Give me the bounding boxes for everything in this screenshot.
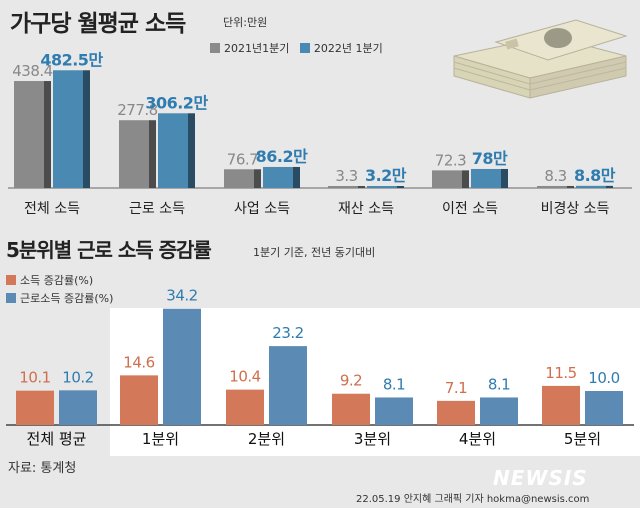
chart2-legend: 소득 증감률(%) 근로소득 증감률(%) — [6, 272, 113, 308]
bar-side-2022-1 — [188, 113, 195, 188]
quintile-label-4: 4분위 — [459, 430, 496, 448]
value-label-2022-0: 482.5만 — [40, 50, 103, 69]
legend-swatch-2022 — [299, 43, 310, 53]
growth-value-labor-2: 23.2 — [272, 324, 303, 342]
growth-bar-labor-2 — [269, 346, 307, 425]
value-label-2021-4: 72.3 — [435, 151, 466, 169]
category-label-5: 비경상 소득 — [541, 201, 610, 217]
growth-bar-income-3 — [332, 393, 370, 425]
growth-value-labor-4: 8.1 — [488, 375, 510, 393]
bar-side-2021-5 — [567, 185, 574, 188]
chart1-unit: 단위:만원 — [223, 16, 268, 29]
bar-2021-3 — [328, 186, 358, 188]
legend-label-labor: 근로소득 증감률(%) — [20, 292, 114, 305]
value-label-2022-4: 78만 — [472, 149, 508, 168]
bar-2021-4 — [432, 170, 462, 188]
growth-bar-income-1 — [120, 375, 158, 425]
newsis-logo: NEWSIS — [493, 466, 588, 490]
bar-2021-1 — [119, 120, 149, 188]
value-label-2021-5: 8.3 — [544, 167, 566, 185]
growth-value-labor-5: 10.0 — [588, 369, 619, 387]
growth-bar-income-4 — [437, 400, 475, 425]
category-label-1: 근로 소득 — [129, 201, 185, 217]
bar-side-2021-0 — [44, 81, 51, 188]
legend-row-income: 소득 증감률(%) — [6, 272, 113, 290]
legend-label-2022: 2022년 1분기 — [313, 42, 383, 55]
category-label-4: 이전 소득 — [442, 201, 498, 217]
value-label-2022-2: 86.2만 — [256, 147, 308, 166]
bar-2022-4 — [471, 168, 501, 188]
growth-value-income-5: 11.5 — [545, 364, 576, 382]
value-label-2022-5: 8.8만 — [574, 166, 616, 185]
growth-bar-income-0 — [16, 390, 54, 425]
value-label-2022-1: 306.2만 — [145, 93, 208, 112]
legend-label-2021: 2021년1분기 — [224, 42, 290, 55]
legend-swatch-labor — [6, 293, 16, 303]
bar-side-2022-3 — [397, 186, 404, 188]
bar-side-2021-2 — [254, 169, 261, 188]
growth-bar-income-2 — [226, 389, 264, 425]
bar-2021-2 — [224, 169, 254, 188]
growth-value-income-2: 10.4 — [229, 368, 260, 386]
quintile-label-2: 2분위 — [248, 430, 285, 448]
value-label-2022-3: 3.2만 — [365, 166, 407, 185]
growth-bar-income-5 — [542, 385, 580, 425]
legend-row-labor: 근로소득 증감률(%) — [6, 290, 113, 308]
money-stack-illustration — [453, 19, 628, 99]
bar-side-2022-0 — [83, 70, 90, 188]
bar-2021-5 — [537, 185, 567, 188]
quintile-label-5: 5분위 — [564, 430, 601, 448]
value-label-2021-2: 76.7 — [227, 150, 258, 168]
growth-value-income-4: 7.1 — [445, 379, 467, 397]
growth-bar-labor-1 — [163, 308, 201, 425]
credit-line: 22.05.19 안지혜 그래픽 기자 hokma@newsis.com — [356, 494, 590, 505]
chart1-legend: 2021년1분기 2022년 1분기 — [210, 40, 383, 56]
legend-swatch-income — [6, 275, 16, 285]
bar-2022-3 — [367, 186, 397, 188]
quintile-label-1: 1분위 — [142, 430, 179, 448]
value-label-2021-0: 438.4 — [12, 62, 52, 80]
growth-value-income-0: 10.1 — [19, 369, 50, 387]
growth-bar-labor-4 — [480, 397, 518, 425]
quintile-label-3: 3분위 — [354, 430, 391, 448]
bar-2022-1 — [158, 113, 188, 188]
growth-bar-labor-0 — [59, 390, 97, 425]
growth-bar-labor-5 — [585, 391, 623, 425]
growth-value-labor-0: 10.2 — [62, 368, 93, 386]
bar-2022-5 — [576, 185, 606, 188]
category-label-3: 재산 소득 — [338, 201, 394, 217]
chart2-subtitle: 1분기 기준, 전년 동기대비 — [253, 246, 376, 259]
legend-label-income: 소득 증감률(%) — [20, 274, 94, 287]
bar-side-2022-2 — [293, 166, 300, 188]
bar-side-2021-3 — [358, 186, 365, 188]
growth-value-income-3: 9.2 — [340, 372, 362, 390]
bar-2022-0 — [53, 70, 83, 188]
bar-side-2021-1 — [149, 120, 156, 188]
bar-2022-2 — [263, 166, 293, 188]
category-label-2: 사업 소득 — [234, 201, 290, 217]
value-label-2021-1: 277.8 — [117, 101, 157, 119]
growth-value-labor-1: 34.2 — [166, 287, 197, 305]
bar-2021-0 — [14, 81, 44, 188]
growth-value-labor-3: 8.1 — [383, 375, 405, 393]
quintile-label-0: 전체 평균 — [27, 430, 87, 448]
bar-side-2022-4 — [501, 168, 508, 188]
bar-side-2021-4 — [462, 170, 469, 188]
source-note: 자료: 통계청 — [8, 461, 77, 476]
category-label-0: 전체 소득 — [24, 201, 80, 217]
value-label-2021-3: 3.3 — [335, 167, 357, 185]
growth-value-income-1: 14.6 — [123, 353, 154, 371]
bar-side-2022-5 — [606, 185, 613, 188]
growth-bar-labor-3 — [375, 397, 413, 425]
legend-swatch-2021 — [210, 43, 220, 53]
chart2-title: 5분위별 근로 소득 증감률 — [6, 238, 212, 262]
chart1-title: 가구당 월평균 소득 — [10, 11, 186, 37]
